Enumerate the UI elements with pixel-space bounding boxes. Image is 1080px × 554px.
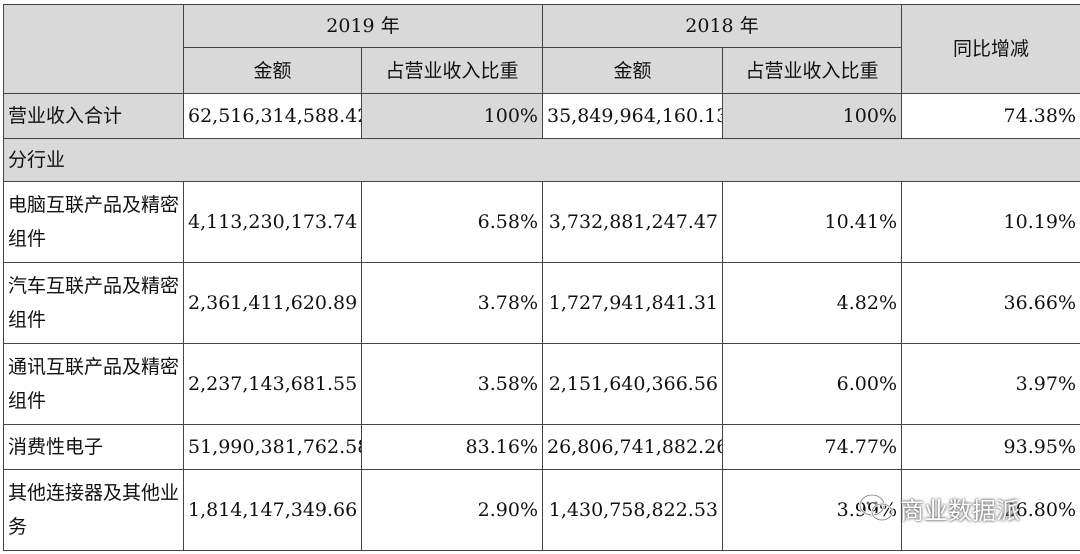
cell-amount-2019: 4,113,230,173.74 — [183, 181, 362, 263]
header-amount-2019: 金额 — [183, 47, 362, 94]
header-year-2018: 2018 年 — [542, 4, 902, 48]
cell-yoy: 26.80% — [901, 469, 1080, 551]
header-amount-2018: 金额 — [542, 47, 723, 94]
header-yoy: 同比增减 — [901, 4, 1080, 94]
cell-amount-2019: 1,814,147,349.66 — [183, 469, 362, 551]
cell-amount-2019: 2,361,411,620.89 — [183, 262, 362, 344]
cell-amount-2019: 51,990,381,762.58 — [183, 424, 362, 470]
cell-yoy: 3.97% — [901, 343, 1080, 425]
cell-ratio-2019: 83.16% — [361, 424, 543, 470]
table-row: 汽车互联产品及精密组件 2,361,411,620.89 3.78% 1,727… — [3, 262, 1080, 344]
row-label: 营业收入合计 — [3, 93, 184, 139]
cell-ratio-2018: 4.82% — [722, 262, 902, 344]
cell-ratio-2018: 10.41% — [722, 181, 902, 263]
table-row-section: 分行业 — [3, 138, 1080, 182]
cell-ratio-2019: 3.58% — [361, 343, 543, 425]
revenue-table: 2019 年 2018 年 同比增减 金额 占营业收入比重 金额 占营业收入比重… — [3, 4, 1080, 551]
table-row-total: 营业收入合计 62,516,314,588.42 100% 35,849,964… — [3, 93, 1080, 139]
header-corner — [3, 4, 184, 94]
section-label: 分行业 — [3, 138, 1080, 182]
cell-ratio-2019: 3.78% — [361, 262, 543, 344]
cell-ratio-2019: 6.58% — [361, 181, 543, 263]
row-label: 通讯互联产品及精密组件 — [3, 343, 184, 425]
table-row: 通讯互联产品及精密组件 2,237,143,681.55 3.58% 2,151… — [3, 343, 1080, 425]
table-row: 其他连接器及其他业务 1,814,147,349.66 2.90% 1,430,… — [3, 469, 1080, 551]
cell-yoy: 93.95% — [901, 424, 1080, 470]
cell-amount-2018: 35,849,964,160.13 — [542, 93, 723, 139]
cell-ratio-2018: 3.99% — [722, 469, 902, 551]
row-label: 汽车互联产品及精密组件 — [3, 262, 184, 344]
header-ratio-2018: 占营业收入比重 — [722, 47, 902, 94]
row-label: 其他连接器及其他业务 — [3, 469, 184, 551]
table-row: 消费性电子 51,990,381,762.58 83.16% 26,806,74… — [3, 424, 1080, 470]
cell-amount-2019: 62,516,314,588.42 — [183, 93, 362, 139]
cell-ratio-2018: 74.77% — [722, 424, 902, 470]
table-row: 电脑互联产品及精密组件 4,113,230,173.74 6.58% 3,732… — [3, 181, 1080, 263]
cell-amount-2019: 2,237,143,681.55 — [183, 343, 362, 425]
cell-ratio-2019: 100% — [361, 93, 543, 139]
cell-yoy: 74.38% — [901, 93, 1080, 139]
row-label: 电脑互联产品及精密组件 — [3, 181, 184, 263]
cell-amount-2018: 1,430,758,822.53 — [542, 469, 723, 551]
cell-ratio-2018: 100% — [722, 93, 902, 139]
row-label: 消费性电子 — [3, 424, 184, 470]
cell-yoy: 10.19% — [901, 181, 1080, 263]
cell-ratio-2018: 6.00% — [722, 343, 902, 425]
cell-amount-2018: 1,727,941,841.31 — [542, 262, 723, 344]
cell-amount-2018: 26,806,741,882.26 — [542, 424, 723, 470]
cell-amount-2018: 2,151,640,366.56 — [542, 343, 723, 425]
cell-yoy: 36.66% — [901, 262, 1080, 344]
header-ratio-2019: 占营业收入比重 — [361, 47, 543, 94]
cell-amount-2018: 3,732,881,247.47 — [542, 181, 723, 263]
header-year-2019: 2019 年 — [183, 4, 543, 48]
cell-ratio-2019: 2.90% — [361, 469, 543, 551]
